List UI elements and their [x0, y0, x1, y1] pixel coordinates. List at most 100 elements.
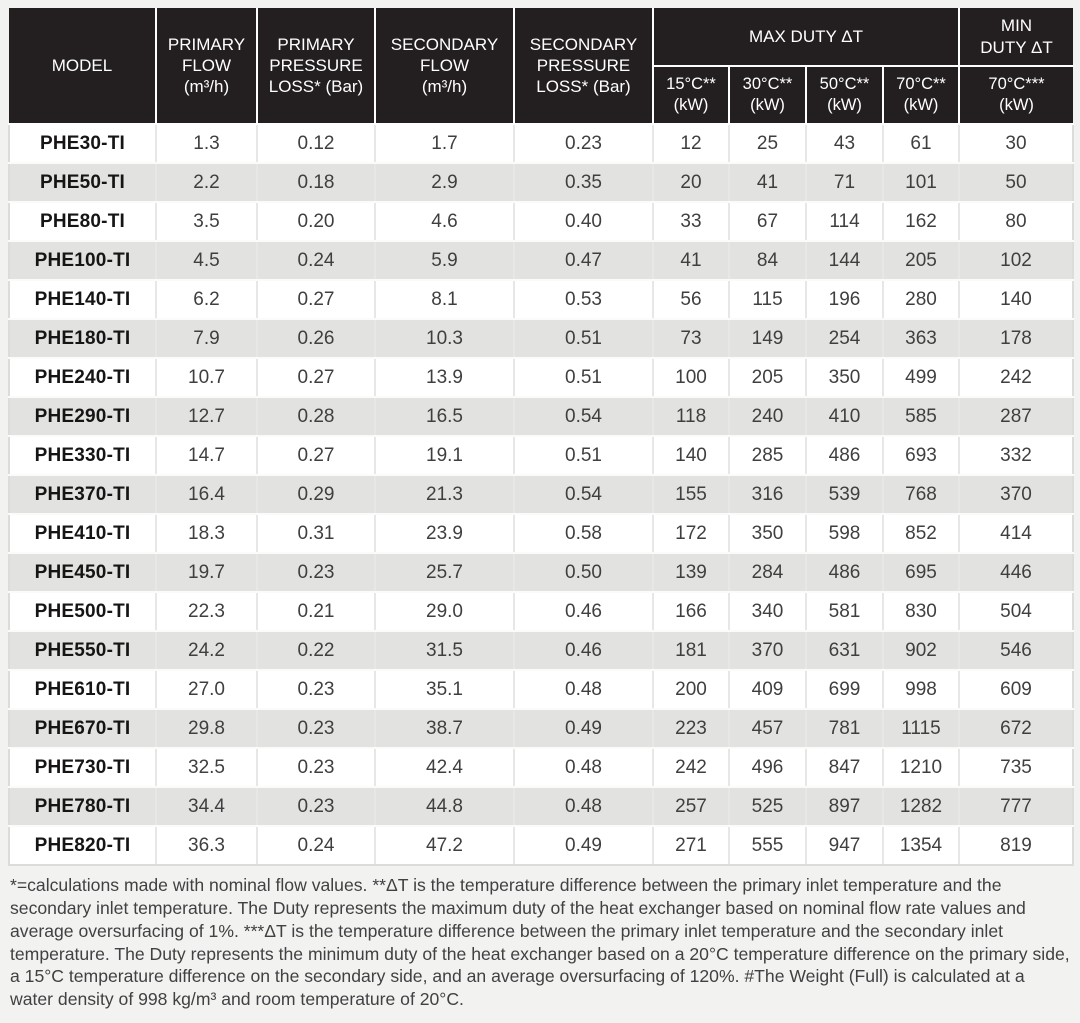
value-cell: 22.3	[155, 591, 258, 632]
value-cell: 23.9	[374, 513, 515, 554]
model-cell: PHE140-TI	[8, 279, 157, 320]
value-cell: 539	[805, 474, 884, 515]
model-cell: PHE370-TI	[8, 474, 157, 515]
footnote-text: *=calculations made with nominal flow va…	[10, 875, 1070, 1010]
value-cell: 546	[958, 630, 1074, 671]
value-cell: 205	[728, 357, 807, 398]
value-cell: 699	[805, 669, 884, 710]
value-cell: 36.3	[155, 825, 258, 866]
value-cell: 242	[958, 357, 1074, 398]
value-cell: 496	[728, 747, 807, 788]
value-cell: 12	[652, 123, 730, 164]
model-cell: PHE290-TI	[8, 396, 157, 437]
value-cell: 41	[728, 162, 807, 203]
value-cell: 0.58	[513, 513, 654, 554]
value-cell: 200	[652, 669, 730, 710]
value-cell: 693	[882, 435, 960, 476]
value-cell: 16.5	[374, 396, 515, 437]
col-header-50c: 50°C** (kW)	[805, 65, 884, 125]
value-cell: 0.54	[513, 396, 654, 437]
table-row: PHE780-TI 34.4 0.23 44.8 0.48 257 525 897 1282 77…	[8, 786, 1074, 827]
value-cell: 340	[728, 591, 807, 632]
value-cell: 287	[958, 396, 1074, 437]
value-cell: 0.12	[256, 123, 376, 164]
col-header-primary-flow: PRIMARY FLOW (m³/h)	[155, 8, 258, 125]
value-cell: 33	[652, 201, 730, 242]
value-cell: 115	[728, 279, 807, 320]
value-cell: 84	[728, 240, 807, 281]
model-cell: PHE670-TI	[8, 708, 157, 749]
value-cell: 0.48	[513, 786, 654, 827]
value-cell: 0.51	[513, 435, 654, 476]
value-cell: 847	[805, 747, 884, 788]
value-cell: 0.23	[256, 786, 376, 827]
value-cell: 370	[958, 474, 1074, 515]
value-cell: 486	[805, 435, 884, 476]
value-cell: 2.2	[155, 162, 258, 203]
value-cell: 998	[882, 669, 960, 710]
table-row: PHE670-TI 29.8 0.23 38.7 0.49 223 457 781 1115 67…	[8, 708, 1074, 749]
model-cell: PHE730-TI	[8, 747, 157, 788]
value-cell: 902	[882, 630, 960, 671]
col-header-min-70c: 70°C*** (kW)	[958, 65, 1073, 125]
value-cell: 0.27	[256, 435, 376, 476]
value-cell: 0.20	[256, 201, 376, 242]
value-cell: 852	[882, 513, 960, 554]
table-row: PHE30-TI 1.3 0.12 1.7 0.23 12 25 43 61 30	[8, 123, 1074, 164]
model-cell: PHE330-TI	[8, 435, 157, 476]
value-cell: 5.9	[374, 240, 515, 281]
col-header-max-duty: MAX DUTY ΔT	[652, 8, 960, 67]
value-cell: 0.23	[256, 552, 376, 593]
value-cell: 47.2	[374, 825, 515, 866]
col-header-70c: 70°C** (kW)	[882, 65, 960, 125]
value-cell: 280	[882, 279, 960, 320]
table-row: PHE500-TI 22.3 0.21 29.0 0.46 166 340 581 830 504	[8, 591, 1074, 632]
value-cell: 29.8	[155, 708, 258, 749]
value-cell: 0.49	[513, 708, 654, 749]
value-cell: 43	[805, 123, 884, 164]
value-cell: 2.9	[374, 162, 515, 203]
value-cell: 162	[882, 201, 960, 242]
value-cell: 20	[652, 162, 730, 203]
value-cell: 61	[882, 123, 960, 164]
value-cell: 0.50	[513, 552, 654, 593]
col-header-primary-pressure-loss: PRIMARY PRESSURE LOSS* (Bar)	[256, 8, 376, 125]
value-cell: 0.28	[256, 396, 376, 437]
table-row: PHE370-TI 16.4 0.29 21.3 0.54 155 316 539 768 370	[8, 474, 1074, 515]
value-cell: 31.5	[374, 630, 515, 671]
model-cell: PHE80-TI	[8, 201, 157, 242]
value-cell: 0.18	[256, 162, 376, 203]
value-cell: 609	[958, 669, 1074, 710]
value-cell: 12.7	[155, 396, 258, 437]
value-cell: 0.48	[513, 669, 654, 710]
col-header-min-duty: MIN DUTY ΔT	[958, 8, 1073, 67]
value-cell: 3.5	[155, 201, 258, 242]
value-cell: 8.1	[374, 279, 515, 320]
value-cell: 284	[728, 552, 807, 593]
value-cell: 257	[652, 786, 730, 827]
value-cell: 140	[958, 279, 1074, 320]
value-cell: 196	[805, 279, 884, 320]
value-cell: 4.5	[155, 240, 258, 281]
table-row: PHE550-TI 24.2 0.22 31.5 0.46 181 370 631 902 546	[8, 630, 1074, 671]
table-row: PHE80-TI 3.5 0.20 4.6 0.40 33 67 114 162 80	[8, 201, 1074, 242]
value-cell: 585	[882, 396, 960, 437]
table-row: PHE450-TI 19.7 0.23 25.7 0.50 139 284 486 695 446	[8, 552, 1074, 593]
value-cell: 0.48	[513, 747, 654, 788]
value-cell: 19.1	[374, 435, 515, 476]
model-cell: PHE610-TI	[8, 669, 157, 710]
model-cell: PHE410-TI	[8, 513, 157, 554]
value-cell: 0.35	[513, 162, 654, 203]
value-cell: 0.49	[513, 825, 654, 866]
value-cell: 0.40	[513, 201, 654, 242]
value-cell: 316	[728, 474, 807, 515]
value-cell: 1115	[882, 708, 960, 749]
value-cell: 56	[652, 279, 730, 320]
value-cell: 768	[882, 474, 960, 515]
value-cell: 525	[728, 786, 807, 827]
value-cell: 363	[882, 318, 960, 359]
value-cell: 0.29	[256, 474, 376, 515]
value-cell: 672	[958, 708, 1074, 749]
value-cell: 0.46	[513, 591, 654, 632]
table-row: PHE730-TI 32.5 0.23 42.4 0.48 242 496 847 1210 73…	[8, 747, 1074, 788]
